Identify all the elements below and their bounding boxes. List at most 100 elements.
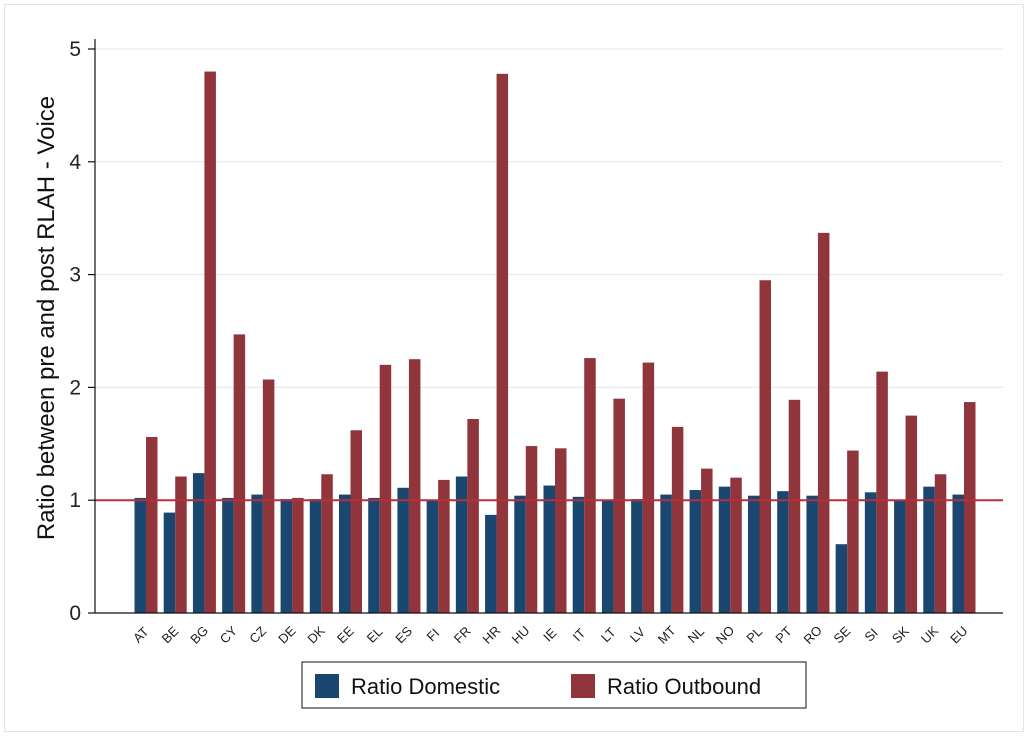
x-tick-label-eu: EU: [947, 623, 970, 646]
x-tick-label-pt: PT: [772, 624, 794, 646]
bar-outbound-pl: [759, 280, 771, 613]
bar-outbound-hu: [525, 446, 538, 613]
x-tick-label-fi: FI: [424, 625, 443, 644]
bar-outbound-sk: [905, 415, 918, 613]
bar-domestic-be: [163, 512, 176, 613]
bar-domestic-de: [280, 499, 293, 613]
bar-outbound-se: [847, 450, 859, 613]
bar-outbound-de: [292, 497, 304, 613]
x-tick-label-hr: HR: [479, 623, 503, 647]
x-tick-label-hu: HU: [509, 623, 533, 647]
bar-domestic-nl: [689, 490, 702, 613]
x-tick-label-lv: LV: [627, 624, 648, 645]
bar-domestic-bg: [192, 473, 205, 613]
bar-outbound-bg: [204, 71, 216, 613]
x-tick-label-be: BE: [159, 623, 182, 646]
x-tick-label-si: SI: [862, 625, 881, 644]
bar-outbound-it: [584, 358, 596, 613]
bar-outbound-be: [175, 476, 187, 613]
bar-domestic-ee: [339, 494, 351, 613]
bar-outbound-nl: [701, 468, 713, 613]
x-tick-label-es: ES: [392, 623, 415, 646]
bar-outbound-fi: [438, 479, 450, 613]
bar-outbound-fr: [467, 418, 479, 613]
bar-outbound-es: [408, 359, 421, 613]
bar-outbound-lv: [642, 362, 655, 613]
bar-outbound-si: [876, 371, 888, 613]
bar-domestic-hu: [514, 495, 526, 613]
bar-domestic-pl: [748, 495, 760, 613]
bar-domestic-fr: [455, 476, 468, 613]
x-tick-label-uk: UK: [918, 623, 942, 647]
axes: [88, 39, 1003, 614]
x-tick-label-ee: EE: [334, 623, 357, 646]
bar-domestic-sk: [894, 500, 906, 613]
x-tick-label-pl: PL: [743, 624, 765, 646]
x-tick-label-cy: CY: [217, 623, 241, 647]
bar-domestic-uk: [923, 486, 935, 613]
x-tick-label-mt: MT: [655, 623, 679, 647]
bar-outbound-at: [146, 437, 158, 613]
bar-domestic-hr: [485, 514, 497, 613]
y-axis-label: Ratio between pre and post RLAH - Voice: [33, 96, 60, 540]
x-tick-label-at: AT: [130, 624, 152, 646]
bar-outbound-mt: [671, 426, 684, 613]
bar-outbound-eu: [964, 402, 976, 613]
bar-domestic-cy: [222, 497, 234, 613]
bar-outbound-dk: [321, 474, 333, 613]
bar-domestic-mt: [660, 494, 672, 613]
bar-outbound-cz: [262, 379, 275, 613]
bar-outbound-hr: [496, 73, 509, 613]
bar-domestic-at: [134, 497, 146, 613]
bar-domestic-dk: [309, 499, 322, 613]
bar-domestic-it: [572, 496, 585, 613]
bar-domestic-fi: [426, 500, 439, 613]
bar-domestic-cz: [251, 494, 263, 613]
x-tick-label-el: EL: [364, 624, 386, 646]
bar-domestic-lv: [631, 499, 643, 613]
bars: [134, 71, 976, 614]
bar-domestic-no: [718, 486, 731, 613]
y-tick-label: 2: [69, 376, 81, 399]
x-tick-label-ro: RO: [801, 623, 825, 647]
bar-domestic-lt: [601, 500, 614, 613]
gridlines: [95, 48, 1003, 501]
y-tick-labels: 0 1 2 3 4 5: [69, 38, 81, 625]
bar-outbound-uk: [934, 474, 947, 613]
legend-label-outbound: Ratio Outbound: [607, 674, 761, 699]
bar-domestic-ie: [543, 485, 555, 613]
x-tick-label-de: DE: [275, 623, 299, 647]
bar-outbound-no: [730, 477, 742, 613]
bar-domestic-se: [835, 544, 848, 613]
x-tick-labels: AT BE BG CY CZ DE DK EE EL ES FI FR HR HU IE IT LT LV MT NL…: [130, 623, 971, 647]
x-tick-label-cz: CZ: [246, 623, 269, 646]
y-tick-label: 4: [69, 151, 81, 174]
bar-outbound-ie: [555, 448, 567, 613]
x-tick-label-dk: DK: [304, 623, 328, 647]
bar-domestic-si: [864, 492, 877, 613]
legend-box: [301, 661, 807, 709]
legend-label-domestic: Ratio Domestic: [351, 674, 500, 699]
x-tick-label-ie: IE: [540, 625, 560, 645]
bar-domestic-eu: [952, 494, 964, 613]
y-tick-label: 1: [69, 489, 81, 512]
legend-swatch-domestic: [315, 674, 339, 698]
bar-domestic-el: [368, 497, 380, 613]
bar-outbound-el: [379, 364, 392, 613]
x-tick-label-fr: FR: [451, 623, 474, 646]
y-tick-label: 0: [69, 602, 81, 625]
bar-outbound-pt: [788, 399, 801, 613]
bar-domestic-es: [397, 487, 409, 613]
bar-domestic-ro: [806, 495, 818, 613]
x-tick-label-nl: NL: [685, 624, 707, 646]
x-tick-label-bg: BG: [187, 623, 211, 647]
bar-outbound-ee: [350, 430, 362, 613]
x-tick-label-lt: LT: [598, 624, 619, 645]
legend-swatch-outbound: [571, 674, 595, 698]
bar-outbound-ro: [817, 232, 830, 614]
legend: Ratio Domestic Ratio Outbound: [301, 661, 807, 709]
y-tick-label: 5: [69, 38, 81, 61]
bar-outbound-cy: [233, 334, 246, 613]
x-tick-label-sk: SK: [889, 623, 912, 646]
